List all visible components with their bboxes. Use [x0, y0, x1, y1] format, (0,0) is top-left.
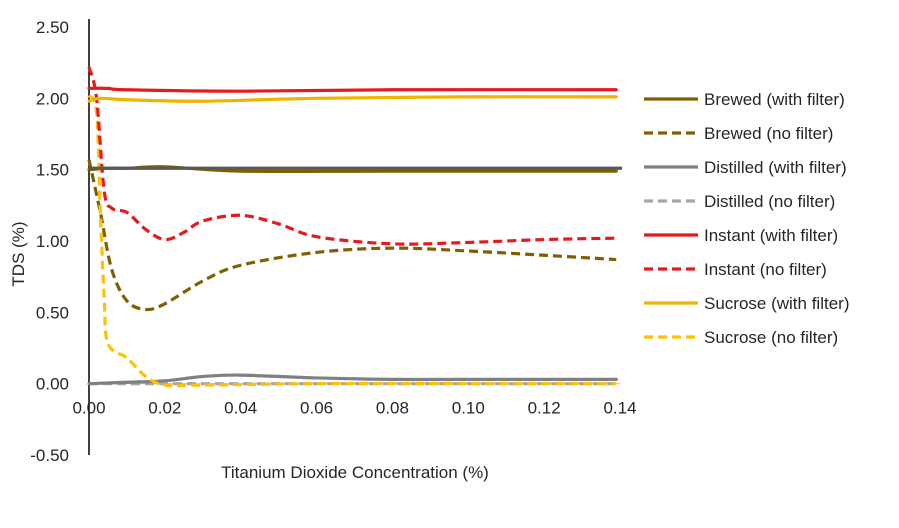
- legend-label: Sucrose (with filter): [704, 294, 849, 313]
- series-line-instant-no-filter: [87, 66, 617, 246]
- legend-label: Brewed (with filter): [704, 90, 845, 109]
- y-tick-label: 0.50: [36, 303, 69, 322]
- x-tick-label: 0.02: [148, 399, 181, 418]
- series-line-sucrose-no-filter: [87, 94, 617, 388]
- legend-item-sucrose-with-filter: Sucrose (with filter): [644, 294, 849, 313]
- legend-label: Sucrose (no filter): [704, 328, 838, 347]
- series-line-brewed-no-filter: [87, 159, 617, 312]
- y-tick-label: -0.50: [30, 446, 69, 465]
- x-axis-title: Titanium Dioxide Concentration (%): [221, 463, 489, 482]
- legend: Brewed (with filter) Brewed (no filter) Di…: [644, 90, 849, 347]
- y-tick-label: 2.00: [36, 89, 69, 108]
- y-tick-label: 2.50: [36, 18, 69, 37]
- legend-item-distilled-no-filter: Distilled (no filter): [644, 192, 835, 211]
- y-tick-label: 1.50: [36, 161, 69, 180]
- legend-label: Instant (with filter): [704, 226, 838, 245]
- series-line-instant-with-filter: [87, 86, 618, 93]
- y-tick-labels: -0.50 0.00 0.50 1.00 1.50 2.00 2.50: [30, 18, 69, 465]
- y-axis-title: TDS (%): [9, 221, 28, 286]
- legend-item-brewed-with-filter: Brewed (with filter): [644, 90, 845, 109]
- x-tick-label: 0.12: [528, 399, 561, 418]
- legend-item-instant-with-filter: Instant (with filter): [644, 226, 838, 245]
- y-tick-label: 1.00: [36, 232, 69, 251]
- legend-label: Brewed (no filter): [704, 124, 833, 143]
- x-tick-label: 0.06: [300, 399, 333, 418]
- series-line-sucrose-with-filter: [87, 95, 618, 103]
- x-tick-labels: 0.00 0.02 0.04 0.06 0.08 0.10 0.12 0.14: [72, 399, 636, 418]
- x-tick-label: 0.10: [452, 399, 485, 418]
- series-line-distilled-with-filter: [87, 373, 618, 386]
- legend-item-distilled-with-filter: Distilled (with filter): [644, 158, 847, 177]
- legend-label: Distilled (with filter): [704, 158, 847, 177]
- legend-label: Instant (no filter): [704, 260, 827, 279]
- y-tick-label: 0.00: [36, 375, 69, 394]
- x-tick-label: 0.00: [72, 399, 105, 418]
- series-layer: [87, 66, 622, 388]
- legend-item-brewed-no-filter: Brewed (no filter): [644, 124, 833, 143]
- legend-item-sucrose-no-filter: Sucrose (no filter): [644, 328, 838, 347]
- x-tick-label: 0.04: [224, 399, 257, 418]
- legend-label: Distilled (no filter): [704, 192, 835, 211]
- x-tick-label: 0.14: [603, 399, 636, 418]
- x-tick-label: 0.08: [376, 399, 409, 418]
- legend-item-instant-no-filter: Instant (no filter): [644, 260, 827, 279]
